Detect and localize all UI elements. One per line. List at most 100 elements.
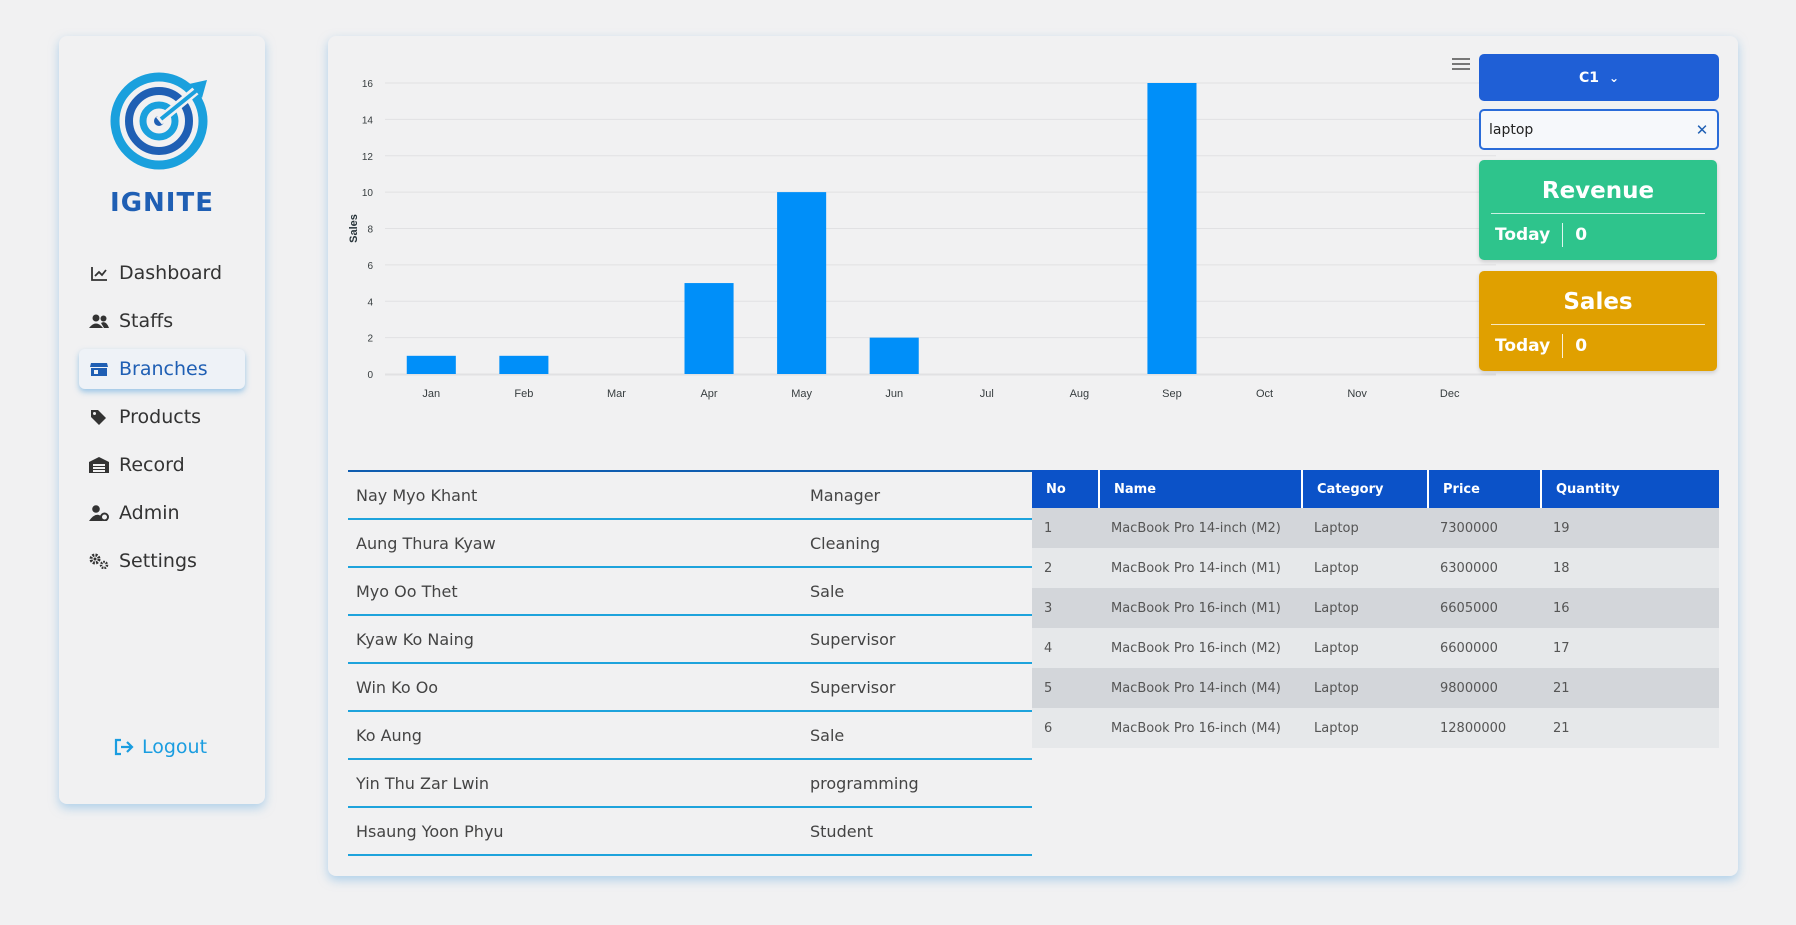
staff-row[interactable]: Aung Thura Kyaw Cleaning bbox=[348, 520, 1032, 568]
sidebar-item-label: Staffs bbox=[119, 310, 174, 332]
gears-icon bbox=[89, 551, 109, 571]
staff-name: Nay Myo Khant bbox=[356, 485, 478, 505]
y-tick-label: 6 bbox=[367, 261, 373, 272]
column-header-price[interactable]: Price bbox=[1428, 470, 1542, 508]
sidebar-item-settings[interactable]: Settings bbox=[79, 541, 245, 581]
cell-price: 12800000 bbox=[1428, 708, 1541, 748]
y-tick-label: 12 bbox=[362, 152, 374, 163]
table-row[interactable]: 3 MacBook Pro 16-inch (M1) Laptop 6605000 16 bbox=[1032, 588, 1719, 628]
bar-jun[interactable] bbox=[869, 337, 919, 374]
card-divider bbox=[1491, 213, 1705, 214]
cell-name: MacBook Pro 14-inch (M4) bbox=[1099, 668, 1302, 708]
cell-no: 1 bbox=[1032, 508, 1099, 548]
logout-button[interactable]: Logout bbox=[114, 736, 207, 758]
column-header-name[interactable]: Name bbox=[1099, 470, 1303, 508]
bar-apr[interactable] bbox=[684, 283, 734, 374]
y-tick-label: 8 bbox=[367, 225, 373, 236]
staff-name: Hsaung Yoon Phyu bbox=[356, 821, 504, 841]
user-gear-icon bbox=[89, 503, 109, 523]
staff-row[interactable]: Win Ko Oo Supervisor bbox=[348, 664, 1032, 712]
sidebar-item-admin[interactable]: Admin bbox=[79, 493, 245, 533]
bar-may[interactable] bbox=[777, 192, 827, 374]
logo-text: IGNITE bbox=[110, 188, 214, 218]
sidebar-item-label: Products bbox=[119, 406, 202, 428]
staff-role: Sale bbox=[810, 725, 845, 745]
clear-search-icon[interactable]: ✕ bbox=[1695, 120, 1709, 139]
x-tick-label: Dec bbox=[1440, 388, 1460, 400]
x-tick-label: Nov bbox=[1347, 388, 1367, 400]
bar-jan[interactable] bbox=[406, 355, 456, 374]
staff-role: Sale bbox=[810, 581, 845, 601]
y-tick-label: 14 bbox=[362, 115, 374, 126]
column-header-no[interactable]: No bbox=[1032, 470, 1100, 508]
cell-name: MacBook Pro 14-inch (M2) bbox=[1099, 508, 1302, 548]
table-row[interactable]: 6 MacBook Pro 16-inch (M4) Laptop 12800000 2… bbox=[1032, 708, 1719, 748]
cell-quantity: 18 bbox=[1541, 548, 1719, 588]
y-tick-label: 16 bbox=[362, 79, 374, 90]
x-tick-label: Mar bbox=[607, 388, 626, 400]
y-tick-label: 2 bbox=[367, 334, 373, 345]
cell-quantity: 19 bbox=[1541, 508, 1719, 548]
cell-name: MacBook Pro 16-inch (M1) bbox=[1099, 588, 1302, 628]
staff-list: Nay Myo Khant Manager Aung Thura Kyaw Clea… bbox=[348, 470, 1032, 856]
logout-icon bbox=[114, 738, 134, 756]
cell-price: 9800000 bbox=[1428, 668, 1541, 708]
staff-row[interactable]: Hsaung Yoon Phyu Student bbox=[348, 808, 1032, 856]
main-panel: 0 2 4 6 8 10 12 14 16 Sales Jan Feb Mar Apr May Jun Jul A… bbox=[328, 36, 1738, 876]
warehouse-icon bbox=[89, 455, 109, 475]
sales-card-title: Sales bbox=[1563, 289, 1633, 315]
sidebar-item-label: Settings bbox=[119, 550, 197, 572]
staff-row[interactable]: Kyaw Ko Naing Supervisor bbox=[348, 616, 1032, 664]
bar-feb[interactable] bbox=[499, 355, 549, 374]
chart-line-icon bbox=[89, 263, 109, 283]
staff-name: Myo Oo Thet bbox=[356, 581, 458, 601]
cell-no: 4 bbox=[1032, 628, 1099, 668]
x-tick-label: Sep bbox=[1162, 388, 1182, 400]
x-tick-label: Jun bbox=[885, 388, 903, 400]
y-tick-label: 10 bbox=[362, 188, 374, 199]
sidebar-item-products[interactable]: Products bbox=[79, 397, 245, 437]
table-row[interactable]: 1 MacBook Pro 14-inch (M2) Laptop 7300000 19 bbox=[1032, 508, 1719, 548]
search-field: ✕ bbox=[1479, 109, 1719, 150]
revenue-period: Today bbox=[1495, 225, 1551, 245]
sidebar-item-staffs[interactable]: Staffs bbox=[79, 301, 245, 341]
column-header-quantity[interactable]: Quantity bbox=[1541, 470, 1719, 508]
staff-row[interactable]: Nay Myo Khant Manager bbox=[348, 472, 1032, 520]
cell-price: 7300000 bbox=[1428, 508, 1541, 548]
staff-row[interactable]: Myo Oo Thet Sale bbox=[348, 568, 1032, 616]
cell-no: 5 bbox=[1032, 668, 1099, 708]
cell-price: 6605000 bbox=[1428, 588, 1541, 628]
cell-quantity: 21 bbox=[1541, 708, 1719, 748]
sidebar-item-branches[interactable]: Branches bbox=[79, 349, 245, 389]
card-separator bbox=[1562, 223, 1564, 247]
search-input[interactable] bbox=[1481, 120, 1687, 139]
column-header-category[interactable]: Category bbox=[1302, 470, 1429, 508]
sidebar-item-label: Record bbox=[119, 454, 185, 476]
cell-category: Laptop bbox=[1302, 628, 1428, 668]
revenue-value: 0 bbox=[1575, 225, 1588, 245]
cell-no: 6 bbox=[1032, 708, 1099, 748]
branch-selector-button[interactable]: C1 ⌄ bbox=[1479, 54, 1719, 101]
sales-value: 0 bbox=[1575, 336, 1588, 356]
bar-sep[interactable] bbox=[1147, 83, 1197, 374]
staff-role: programming bbox=[810, 773, 919, 793]
staff-row[interactable]: Ko Aung Sale bbox=[348, 712, 1032, 760]
products-table: No Name Category Price Quantity 1 MacBook… bbox=[1032, 470, 1719, 748]
table-row[interactable]: 5 MacBook Pro 14-inch (M4) Laptop 9800000 21 bbox=[1032, 668, 1719, 708]
sidebar: IGNITE Dashboard Staffs Branches Product… bbox=[59, 36, 265, 804]
chart-menu-icon[interactable] bbox=[1452, 58, 1470, 72]
sidebar-item-record[interactable]: Record bbox=[79, 445, 245, 485]
table-row[interactable]: 2 MacBook Pro 14-inch (M1) Laptop 6300000 18 bbox=[1032, 548, 1719, 588]
staff-row[interactable]: Yin Thu Zar Lwin programming bbox=[348, 760, 1032, 808]
table-row[interactable]: 4 MacBook Pro 16-inch (M2) Laptop 6600000 17 bbox=[1032, 628, 1719, 668]
x-tick-label: Oct bbox=[1256, 388, 1273, 400]
revenue-card: Revenue Today 0 bbox=[1479, 160, 1717, 260]
sidebar-item-label: Dashboard bbox=[119, 262, 223, 284]
x-tick-label: Feb bbox=[514, 388, 533, 400]
cell-price: 6600000 bbox=[1428, 628, 1541, 668]
sales-period: Today bbox=[1495, 336, 1551, 356]
sidebar-item-dashboard[interactable]: Dashboard bbox=[79, 253, 245, 293]
cell-quantity: 21 bbox=[1541, 668, 1719, 708]
x-tick-label: Jan bbox=[422, 388, 440, 400]
staff-role: Cleaning bbox=[810, 533, 881, 553]
